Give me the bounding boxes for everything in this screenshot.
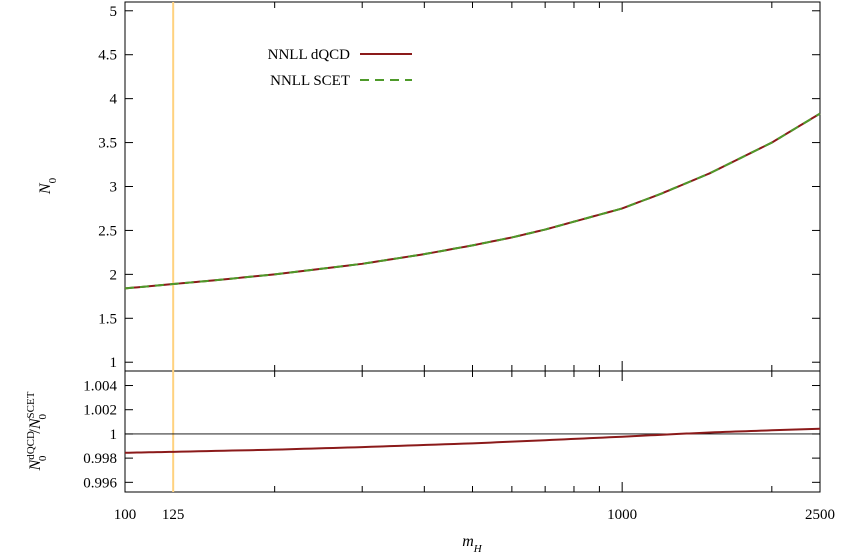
top-y-tick-label: 4 [110, 92, 118, 108]
top-y-axis-title: N0 [37, 177, 59, 195]
top-y-tick-label: 3 [110, 180, 118, 196]
series-line-nnll-scet [124, 112, 821, 290]
top-y-tick-label: 1 [110, 355, 118, 371]
plot-marks [124, 2, 821, 492]
top-y-tick-label: 1.5 [98, 311, 117, 327]
bottom-y-axis-title: NdQCD0/NSCET0 [25, 391, 49, 471]
x-tick-label: 100 [114, 507, 137, 523]
x-axis-ticks: 100 125 1000 2500 [114, 2, 835, 523]
series-line-nnll-dqcd [124, 112, 821, 290]
bottom-y-tick-label: 1.002 [83, 403, 117, 419]
bottom-y-tick-label: 1 [110, 427, 118, 443]
x-tick-label: 1000 [607, 507, 637, 523]
bottom-panel-ticks: 0.996 0.998 1 1.002 1.004 [83, 379, 820, 491]
top-panel-frame [124, 1, 821, 372]
x-tick-label: 2500 [805, 507, 835, 523]
legend-label-dqcd: NNLL dQCD [268, 47, 351, 63]
top-y-tick-label: 4.5 [98, 48, 117, 64]
legend: NNLL dQCD NNLL SCET [268, 47, 412, 89]
top-panel-ticks: 1 1.5 2 2.5 3 3.5 4 4.5 5 [98, 4, 820, 371]
bottom-y-tick-label: 0.996 [83, 475, 117, 491]
x-tick-label: 125 [162, 507, 185, 523]
top-y-tick-label: 2 [110, 267, 118, 283]
x-axis-title: mH [462, 533, 483, 554]
bottom-y-tick-label: 1.004 [83, 379, 117, 395]
bottom-y-tick-label: 0.998 [83, 451, 117, 467]
top-y-tick-label: 3.5 [98, 136, 117, 152]
top-y-tick-label: 2.5 [98, 223, 117, 239]
ratio-series-line [124, 427, 821, 454]
top-y-tick-label: 5 [110, 4, 118, 20]
legend-label-scet: NNLL SCET [270, 73, 350, 89]
